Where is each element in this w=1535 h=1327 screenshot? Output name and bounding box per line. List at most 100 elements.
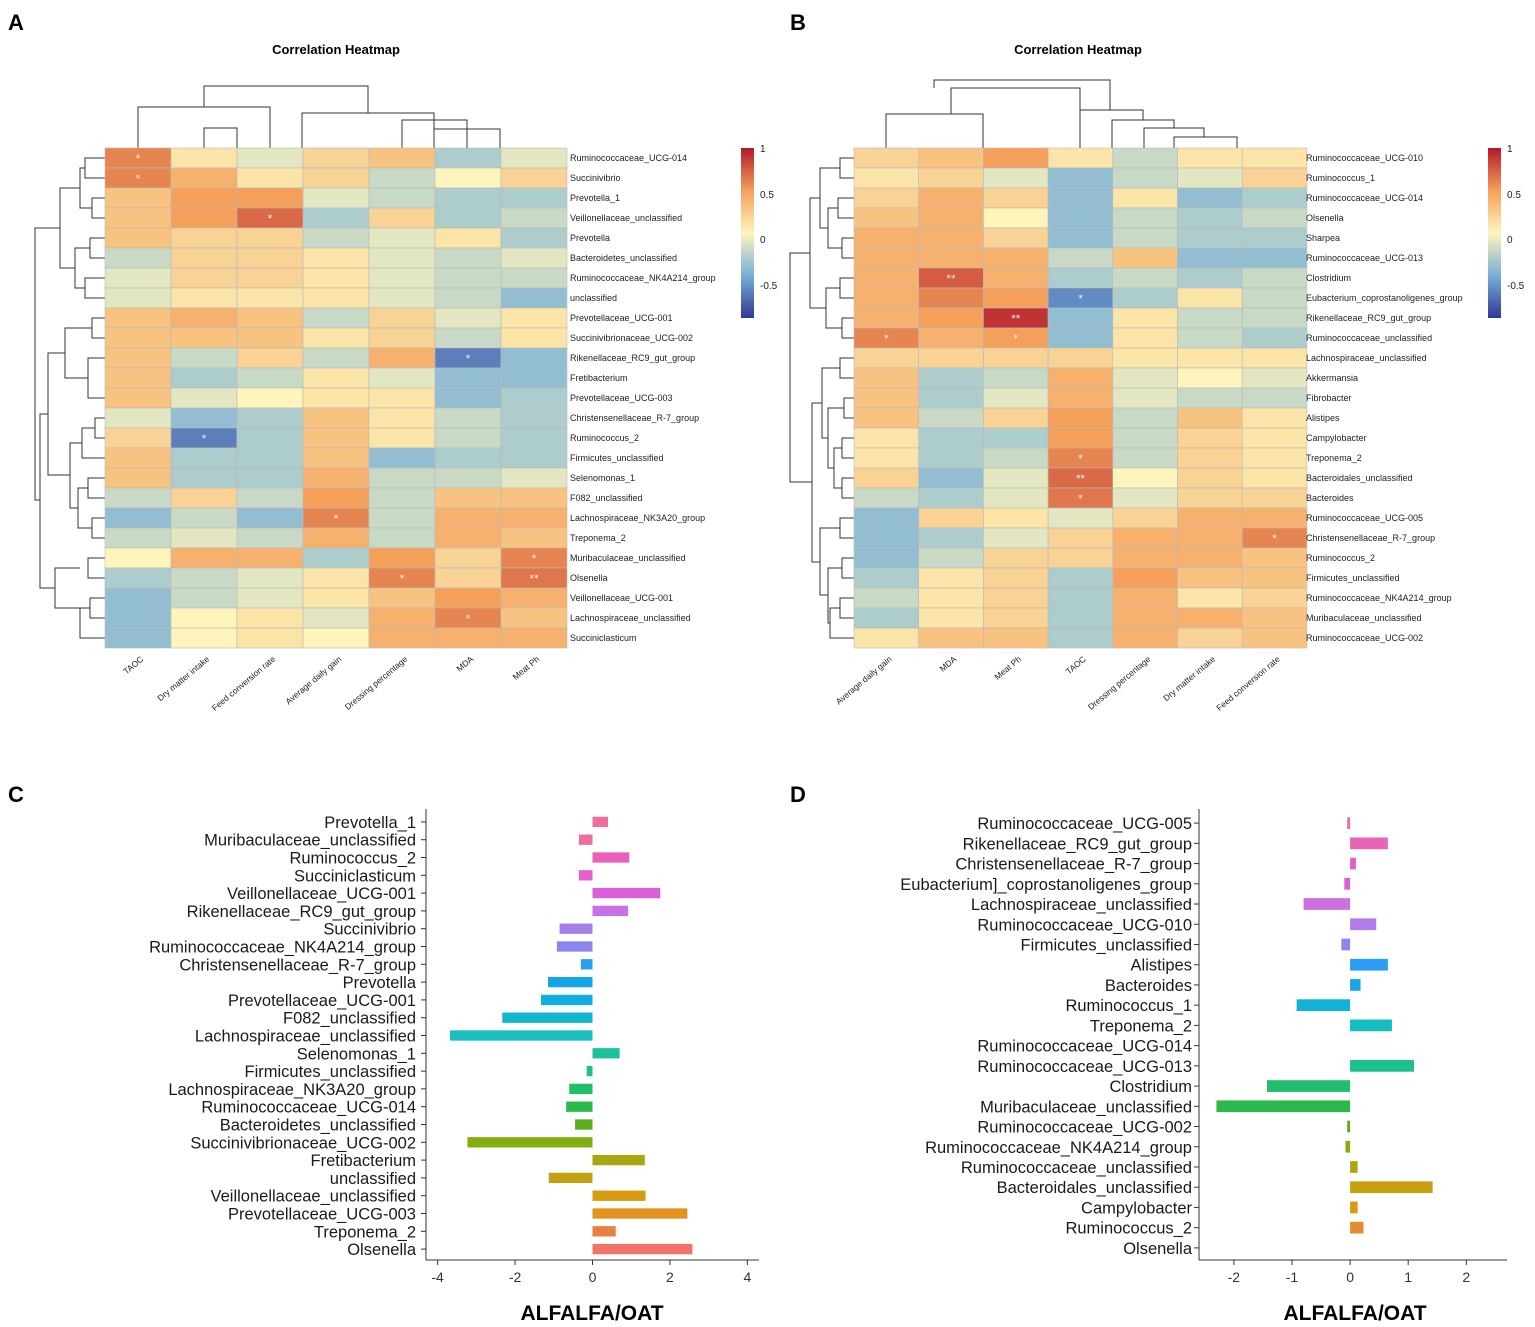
hm-b-cell	[1112, 167, 1178, 189]
hm-a-significance-mark: **	[530, 574, 540, 584]
hm-b-cell	[1112, 347, 1178, 369]
hm-a-cell	[104, 187, 172, 209]
hm-a-cell	[236, 327, 304, 349]
hm-b-cell	[1241, 407, 1308, 429]
hm-b-cell	[853, 407, 919, 429]
hm-b-row-label: Akkermansia	[1306, 373, 1358, 383]
hm-b-cell	[1047, 187, 1114, 209]
hm-a-cell	[170, 627, 238, 649]
hm-b-cell	[853, 207, 919, 229]
hm-a-cell	[500, 627, 568, 649]
hm-a-cell	[368, 527, 436, 549]
hm-a-cell	[104, 327, 172, 349]
hm-b-cell	[1047, 227, 1114, 249]
hm-b-cell	[853, 387, 919, 409]
hm-a-cell	[368, 187, 436, 209]
bar-c-bar	[566, 1101, 593, 1112]
hm-b-cell	[853, 287, 919, 309]
hm-b-row-label: Treponema_2	[1306, 453, 1362, 463]
hm-b-cell	[918, 567, 984, 589]
hm-a-cell	[170, 467, 238, 489]
hm-a-cell	[368, 427, 436, 449]
hm-b-cell	[918, 587, 984, 609]
hm-a-col-label: MDA	[454, 654, 475, 674]
hm-a-cell	[236, 467, 304, 489]
hm-b-cell	[853, 487, 919, 509]
bar-c-bar	[592, 1048, 620, 1059]
hm-b-row-label: Firmicutes_unclassified	[1306, 573, 1400, 583]
hm-a-col-label: Meat Ph	[511, 654, 542, 682]
bar-c-category-label: Prevotellaceae_UCG-003	[228, 1206, 416, 1224]
hm-a-cell	[170, 587, 238, 609]
hm-a-cell	[236, 587, 304, 609]
hm-a-cell	[236, 567, 304, 589]
hm-a-row-label: Bacteroidetes_unclassified	[570, 253, 677, 263]
hm-b-cell	[1241, 427, 1308, 449]
hm-b-cell	[1177, 507, 1243, 529]
hm-a-cell	[104, 447, 172, 469]
hm-b-cell	[1177, 307, 1243, 329]
heatmap-a-colorbar-tick: 0	[760, 235, 766, 246]
hm-b-cell	[1177, 287, 1243, 309]
hm-b-cell	[918, 247, 984, 269]
hm-b-cell	[1177, 447, 1243, 469]
hm-b-cell	[983, 527, 1049, 549]
hm-b-cell	[1047, 167, 1114, 189]
hm-b-cell	[1112, 567, 1178, 589]
hm-a-cell	[170, 367, 238, 389]
bar-c-category-label: Succinivibrionaceae_UCG-002	[190, 1134, 416, 1152]
bar-c-x-tick-label: -4	[431, 1269, 444, 1285]
hm-b-cell	[1112, 227, 1178, 249]
hm-b-cell	[1047, 307, 1114, 329]
panel-label-a: A	[8, 10, 24, 35]
hm-a-row-label: Veillonellaceae_unclassified	[570, 213, 682, 223]
hm-b-col-label: Meat Ph	[992, 654, 1023, 682]
hm-a-cell	[434, 187, 502, 209]
hm-a-cell	[434, 527, 502, 549]
hm-b-cell	[853, 467, 919, 489]
hm-a-cell	[104, 507, 172, 529]
hm-b-cell	[1112, 287, 1178, 309]
bar-d-bar	[1266, 1080, 1351, 1092]
hm-b-col-label: Dressing percentage	[1086, 654, 1153, 712]
hm-b-cell	[918, 447, 984, 469]
bar-chart-c-axes: -4 -2 0 2 4	[421, 809, 759, 1285]
bar-chart-c: Prevotella_1Muribaculaceae_unclassifiedR…	[149, 809, 759, 1325]
hm-a-cell	[500, 307, 568, 329]
bar-c-bar	[592, 1226, 616, 1237]
hm-b-cell	[918, 207, 984, 229]
hm-a-cell	[302, 447, 370, 469]
hm-b-cell	[983, 627, 1049, 649]
hm-b-cell	[853, 307, 919, 329]
hm-a-row-label: Ruminococcaceae_UCG-014	[570, 153, 687, 163]
hm-a-cell	[500, 167, 568, 189]
hm-b-significance-mark: *	[1014, 334, 1019, 344]
hm-b-cell	[1047, 527, 1114, 549]
hm-a-cell	[104, 407, 172, 429]
hm-a-cell	[434, 627, 502, 649]
hm-b-cell	[918, 307, 984, 329]
hm-a-cell	[302, 427, 370, 449]
bar-c-category-label: Ruminococcus_2	[289, 850, 416, 868]
hm-a-cell	[434, 507, 502, 529]
bar-d-bar	[1296, 999, 1351, 1012]
hm-a-cell	[434, 307, 502, 329]
hm-a-cell	[434, 387, 502, 409]
hm-b-cell	[983, 187, 1049, 209]
hm-a-cell	[500, 327, 568, 349]
hm-b-cell	[918, 387, 984, 409]
hm-b-cell	[918, 287, 984, 309]
hm-a-cell	[302, 627, 370, 649]
hm-b-cell	[1177, 527, 1243, 549]
bar-c-x-tick-label: 2	[666, 1269, 674, 1285]
hm-a-cell	[500, 427, 568, 449]
hm-a-cell	[368, 447, 436, 469]
hm-a-cell	[170, 227, 238, 249]
hm-a-cell	[236, 267, 304, 289]
hm-b-cell	[918, 147, 984, 169]
hm-a-row-label: Veillonellaceae_UCG-001	[570, 593, 673, 603]
hm-a-cell	[500, 347, 568, 369]
hm-b-cell	[1241, 227, 1308, 249]
hm-b-row-label: Ruminococcaceae_NK4A214_group	[1306, 593, 1452, 603]
